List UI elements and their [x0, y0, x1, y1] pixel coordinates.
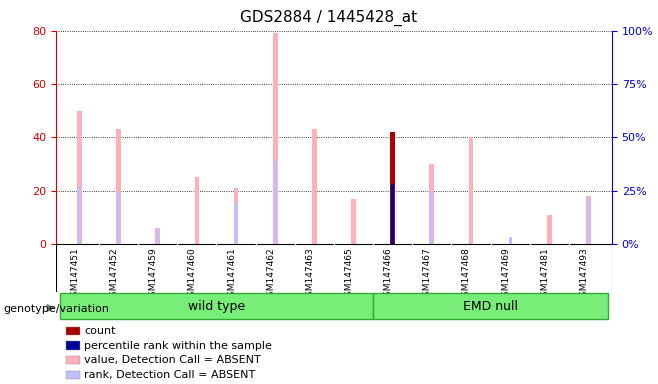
Text: GSM147452: GSM147452: [110, 248, 118, 302]
Text: percentile rank within the sample: percentile rank within the sample: [84, 341, 272, 351]
Text: GSM147462: GSM147462: [266, 248, 275, 302]
Bar: [195, 177, 199, 244]
Bar: [234, 204, 238, 244]
Text: GSM147493: GSM147493: [580, 248, 588, 303]
Text: GSM147481: GSM147481: [540, 248, 549, 303]
Text: GSM147465: GSM147465: [345, 248, 353, 303]
Bar: [273, 33, 278, 244]
Bar: [430, 164, 434, 244]
Bar: [391, 184, 394, 244]
Text: rank, Detection Call = ABSENT: rank, Detection Call = ABSENT: [84, 370, 255, 380]
Bar: [156, 229, 159, 244]
Bar: [78, 186, 81, 244]
Bar: [586, 196, 591, 244]
Bar: [373, 293, 608, 319]
Text: GSM147468: GSM147468: [462, 248, 471, 303]
Text: GSM147463: GSM147463: [305, 248, 315, 303]
Bar: [390, 132, 395, 244]
Text: GSM147460: GSM147460: [188, 248, 197, 303]
Bar: [234, 188, 238, 244]
Text: GSM147459: GSM147459: [149, 248, 158, 303]
Text: GSM147466: GSM147466: [384, 248, 393, 303]
Bar: [312, 129, 316, 244]
Bar: [60, 293, 373, 319]
Text: GSM147469: GSM147469: [501, 248, 510, 303]
Bar: [509, 237, 512, 244]
Text: count: count: [84, 326, 116, 336]
Bar: [116, 129, 121, 244]
Bar: [155, 228, 160, 244]
Bar: [547, 215, 551, 244]
Text: EMD null: EMD null: [463, 300, 518, 313]
Bar: [430, 190, 434, 244]
Text: GSM147461: GSM147461: [227, 248, 236, 303]
Bar: [351, 199, 356, 244]
Bar: [468, 137, 473, 244]
Text: value, Detection Call = ABSENT: value, Detection Call = ABSENT: [84, 355, 261, 365]
Bar: [587, 197, 590, 244]
Text: genotype/variation: genotype/variation: [3, 304, 109, 314]
Text: GSM147467: GSM147467: [423, 248, 432, 303]
Text: GDS2884 / 1445428_at: GDS2884 / 1445428_at: [240, 10, 418, 26]
Bar: [274, 161, 277, 244]
Text: wild type: wild type: [188, 300, 245, 313]
Bar: [117, 193, 120, 244]
Text: GSM147451: GSM147451: [70, 248, 80, 303]
Bar: [77, 111, 82, 244]
